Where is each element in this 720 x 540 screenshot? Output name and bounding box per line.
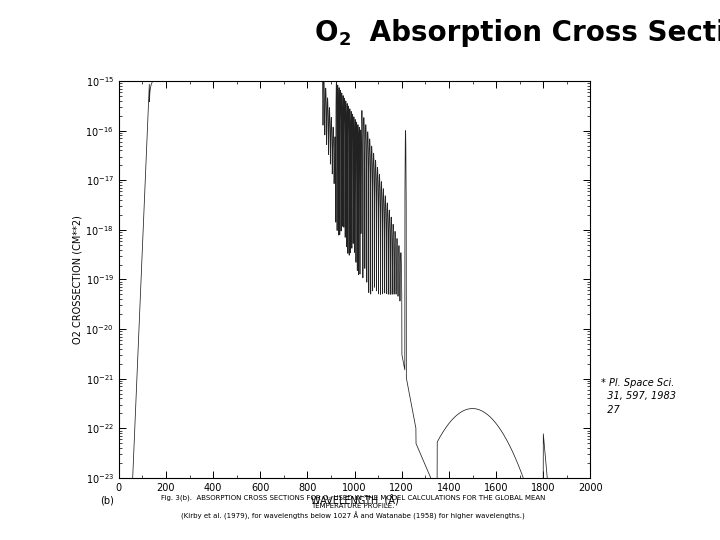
Text: O: O [315, 19, 338, 47]
Text: TEMPERATURE PROFILE.: TEMPERATURE PROFILE. [311, 503, 395, 509]
Text: (Kirby et al. (1979), for wavelengths below 1027 Å and Watanabe (1958) for highe: (Kirby et al. (1979), for wavelengths be… [181, 512, 525, 520]
Text: 2: 2 [338, 31, 351, 49]
Text: 31, 597, 1983: 31, 597, 1983 [601, 392, 676, 402]
Text: 27: 27 [601, 405, 620, 415]
Text: Absorption Cross Section: Absorption Cross Section [360, 19, 720, 47]
Text: * Pl. Space Sci.: * Pl. Space Sci. [601, 378, 675, 388]
X-axis label: WAVELENGTH  (Å): WAVELENGTH (Å) [311, 496, 398, 507]
Text: Fig. 3(b).  ABSORPTION CROSS SECTIONS FOR O₂ USED IN THE MODEL CALCULATIONS FOR : Fig. 3(b). ABSORPTION CROSS SECTIONS FOR… [161, 494, 545, 501]
Y-axis label: O2 CROSSECTION (CM**2): O2 CROSSECTION (CM**2) [73, 215, 83, 344]
Text: (b): (b) [100, 496, 114, 506]
